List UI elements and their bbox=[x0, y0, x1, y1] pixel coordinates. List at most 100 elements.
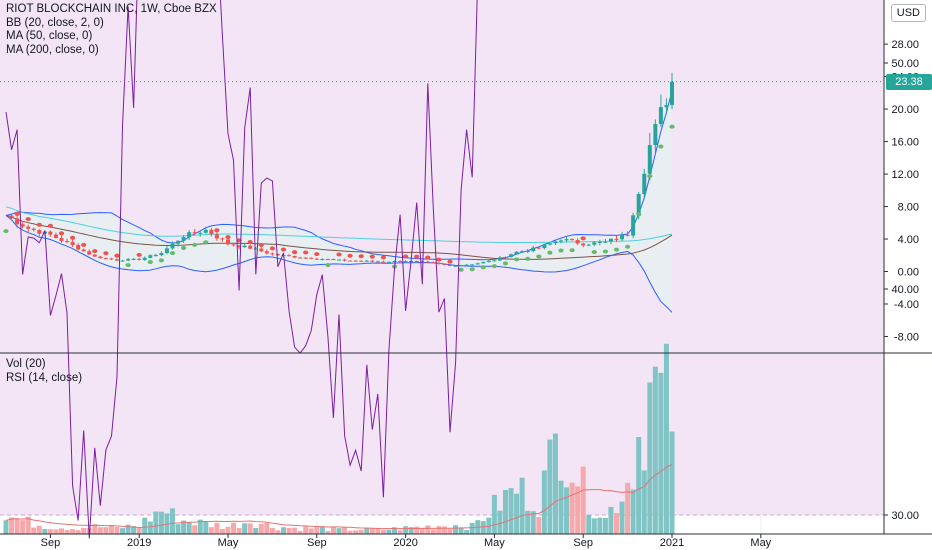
sar-dots bbox=[3, 124, 675, 272]
sar-dot bbox=[125, 263, 131, 268]
price-tick-label: 12.00 bbox=[891, 169, 919, 181]
ma200-legend[interactable]: MA (200, close, 0) bbox=[6, 43, 99, 56]
ma50-legend[interactable]: MA (50, close, 0) bbox=[6, 30, 93, 42]
candle-down bbox=[414, 261, 419, 263]
candle-down bbox=[220, 238, 225, 240]
candle-up bbox=[164, 248, 169, 254]
volume-bar bbox=[125, 524, 131, 534]
volume-bar bbox=[436, 526, 442, 534]
sar-dot bbox=[169, 251, 176, 256]
bb-legend[interactable]: BB (20, close, 2, 0) bbox=[6, 16, 104, 29]
volume-bar bbox=[9, 517, 15, 534]
price-tick-label: 28.00 bbox=[891, 39, 919, 51]
sar-dot bbox=[247, 240, 253, 245]
candle-down bbox=[303, 257, 308, 259]
volume-bar bbox=[164, 513, 170, 534]
volume-bar bbox=[586, 514, 592, 534]
candle-up bbox=[597, 241, 602, 243]
sar-dot bbox=[436, 257, 442, 262]
sar-dot bbox=[103, 251, 109, 256]
candle-down bbox=[270, 253, 275, 255]
candle-down bbox=[53, 234, 58, 238]
time-tick-label: 2021 bbox=[660, 537, 684, 549]
volume-bar bbox=[258, 524, 264, 534]
candle-up bbox=[631, 215, 636, 236]
sar-dot bbox=[658, 144, 664, 149]
volume-bar bbox=[564, 487, 570, 534]
candle-down bbox=[226, 239, 230, 245]
sar-dot bbox=[136, 252, 142, 257]
volume-bar bbox=[20, 520, 26, 534]
candle-down bbox=[76, 245, 81, 250]
candle-down bbox=[109, 258, 114, 260]
rsi-legend[interactable]: RSI (14, close) bbox=[6, 371, 83, 384]
volume-bar bbox=[214, 522, 220, 534]
candle-down bbox=[259, 248, 264, 252]
sar-dot bbox=[192, 242, 198, 247]
candle-down bbox=[442, 263, 447, 265]
volume-bar bbox=[42, 528, 48, 534]
sar-dot bbox=[502, 261, 509, 266]
candle-down bbox=[65, 241, 70, 243]
volume-bar bbox=[136, 527, 142, 534]
volume-bar bbox=[75, 530, 81, 534]
time-tick-label: Sep bbox=[573, 537, 593, 549]
candle-down bbox=[115, 259, 119, 261]
volume-bar bbox=[397, 530, 403, 534]
sar-dot bbox=[81, 242, 87, 247]
volume-bar bbox=[36, 525, 42, 534]
volume-bar bbox=[142, 517, 148, 534]
candle-up bbox=[514, 251, 519, 255]
price-tick-label: 0.00 bbox=[898, 267, 919, 279]
candle-up bbox=[153, 255, 158, 257]
volume-bar bbox=[464, 530, 470, 534]
currency-button[interactable]: USD bbox=[890, 4, 926, 22]
volume-legend[interactable]: Vol (20) bbox=[6, 358, 46, 370]
volume-bar bbox=[253, 527, 259, 534]
volume-bar bbox=[369, 528, 375, 534]
candle-down bbox=[192, 232, 197, 234]
volume-bar bbox=[170, 508, 175, 534]
volume-bar bbox=[192, 525, 198, 534]
candle-up bbox=[159, 253, 164, 256]
sar-dot bbox=[225, 235, 231, 240]
volume-bar bbox=[347, 530, 353, 534]
candle-up bbox=[592, 242, 597, 245]
candle-up bbox=[120, 260, 125, 262]
sar-dot bbox=[669, 124, 675, 129]
volume-bar bbox=[514, 493, 520, 534]
volume-bar bbox=[3, 520, 9, 534]
symbol-title[interactable]: RIOT BLOCKCHAIN INC, 1W, Cboe BZX bbox=[6, 3, 217, 15]
volume-bar bbox=[92, 524, 98, 534]
candle-down bbox=[231, 244, 236, 246]
volume-bar bbox=[625, 482, 631, 534]
bb-upper-line bbox=[5, 90, 673, 261]
volume-bar bbox=[658, 372, 664, 534]
candle-up bbox=[475, 263, 480, 265]
volume-bar bbox=[647, 382, 653, 534]
candle-up bbox=[320, 259, 325, 261]
candle-up bbox=[386, 261, 391, 263]
candle-up bbox=[603, 241, 608, 243]
volume-bar bbox=[419, 527, 425, 534]
candle-down bbox=[348, 260, 353, 262]
sar-dot bbox=[325, 263, 331, 268]
candle-down bbox=[237, 245, 242, 248]
candle-down bbox=[70, 241, 75, 246]
candle-up bbox=[392, 261, 397, 263]
volume-bar bbox=[158, 511, 164, 534]
volume-bar bbox=[392, 527, 397, 534]
sar-dot bbox=[336, 252, 342, 257]
sar-dot bbox=[480, 265, 486, 270]
sar-dot bbox=[613, 247, 620, 252]
volume-bar bbox=[414, 526, 420, 534]
sar-dot bbox=[3, 229, 9, 234]
volume-bar bbox=[342, 527, 348, 534]
volume-bar bbox=[336, 528, 342, 534]
sar-dot bbox=[269, 246, 275, 251]
volume-bar bbox=[120, 528, 126, 534]
volume-bar bbox=[591, 518, 597, 534]
volume-bar bbox=[153, 511, 159, 534]
candle-up bbox=[658, 107, 663, 125]
